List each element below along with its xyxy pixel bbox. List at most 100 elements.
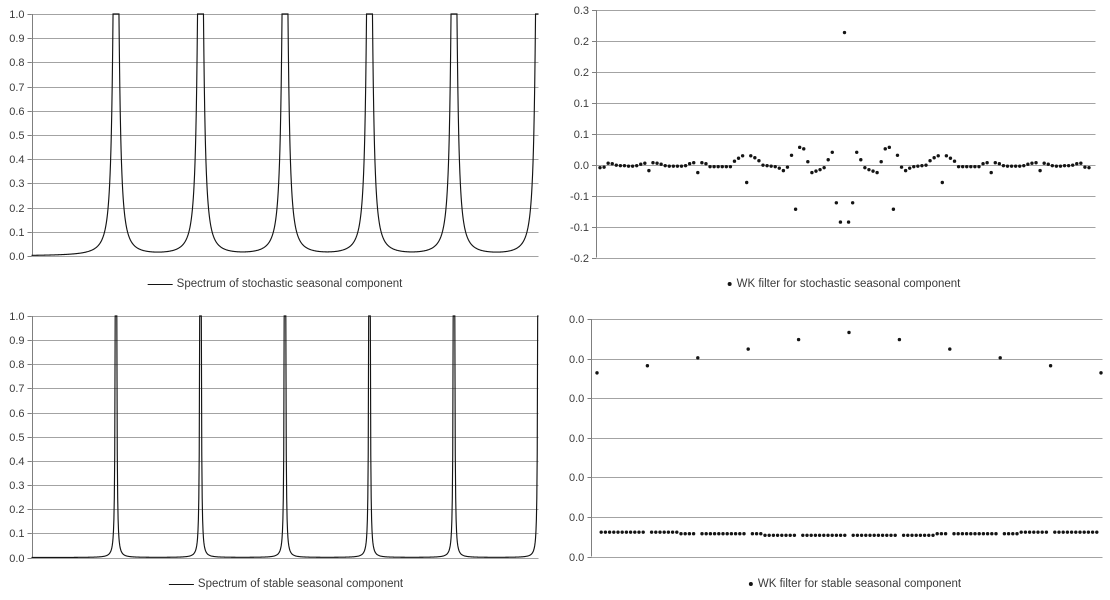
data-point: [1036, 530, 1040, 534]
data-point: [1048, 364, 1053, 368]
data-point: [628, 530, 633, 534]
data-point: [606, 161, 610, 165]
legend-label: WK filter for stochastic seasonal compon…: [736, 278, 961, 290]
data-point: [633, 530, 637, 534]
data-point: [1079, 161, 1083, 165]
data-point: [910, 533, 914, 538]
y-tick-label: 0.3: [9, 178, 24, 190]
y-tick-label: 0.0: [9, 553, 24, 565]
data-point: [740, 154, 745, 158]
data-point: [1011, 532, 1015, 536]
data-point: [1005, 164, 1010, 168]
data-point: [1066, 163, 1071, 168]
legend-line-icon: [147, 283, 173, 285]
y-tick-label: 0.8: [9, 359, 24, 371]
data-point: [720, 164, 724, 169]
data-point: [1022, 163, 1026, 168]
data-point: [899, 165, 904, 169]
data-point: [717, 532, 721, 536]
data-point: [785, 165, 790, 169]
data-point: [765, 163, 769, 168]
data-point: [733, 532, 738, 536]
data-point: [666, 530, 671, 534]
legend-spectrum-stable: Spectrum of stable seasonal component: [168, 577, 403, 591]
data-point: [994, 532, 998, 536]
data-point: [687, 532, 692, 536]
wk-stochastic-plot-area: 0.3 0.2 0.2 0.1 0.1 0.0 -0.1 -0.1 -0.2: [570, 5, 1096, 265]
data-point: [931, 533, 935, 538]
data-point: [932, 156, 936, 160]
y-tick-label: 0.3: [574, 5, 589, 17]
data-point: [977, 164, 981, 169]
data-point: [964, 532, 969, 536]
data-point: [997, 162, 1002, 166]
data-point: [885, 533, 889, 538]
data-point: [969, 164, 973, 169]
legend-line-icon: [168, 583, 194, 585]
data-point: [989, 170, 993, 175]
y-tick-label: 0.2: [574, 67, 589, 79]
data-point: [630, 164, 635, 168]
data-point: [708, 164, 712, 169]
data-point: [692, 161, 696, 165]
data-point: [1082, 530, 1086, 534]
data-point: [830, 150, 834, 155]
y-tick-label: 0.6: [9, 106, 24, 118]
data-point: [641, 530, 645, 534]
data-point: [889, 533, 893, 538]
y-tick-label: 0.8: [9, 57, 24, 69]
data-point: [757, 159, 761, 163]
data-point: [729, 532, 734, 536]
data-point: [675, 164, 680, 168]
chart-spectrum-stable: 1.0 0.9 0.8 0.7 0.6 0.5 0.4 0.3 0.2 0.1 0.0 Spectr…: [0, 300, 555, 600]
data-point: [842, 30, 847, 35]
data-point: [914, 533, 918, 538]
spectrum-curve: [31, 315, 539, 559]
data-point: [637, 530, 641, 534]
data-point: [810, 170, 814, 175]
data-point: [901, 533, 906, 538]
y-tick-label: 0.1: [574, 98, 589, 110]
data-point: [1002, 532, 1007, 536]
data-point: [927, 533, 931, 538]
data-point: [956, 532, 960, 536]
data-point: [916, 164, 920, 168]
data-point: [687, 162, 692, 166]
data-point: [716, 164, 720, 169]
data-point: [754, 532, 759, 536]
y-tick-label: 0.0: [569, 354, 584, 366]
data-point: [918, 533, 923, 538]
wk-stable-plot-area: 0.0 0.0 0.0 0.0 0.0 0.0 0.0: [569, 314, 1103, 564]
data-point: [846, 220, 851, 224]
data-point: [750, 532, 755, 536]
data-point: [614, 163, 618, 167]
data-point: [712, 532, 717, 536]
data-point: [670, 530, 675, 534]
data-point: [732, 159, 737, 163]
data-point: [742, 532, 746, 536]
data-point: [796, 337, 801, 342]
data-point: [893, 533, 897, 538]
data-point: [826, 533, 830, 538]
data-point: [993, 161, 997, 165]
data-point: [1065, 530, 1070, 534]
data-point: [773, 164, 777, 169]
data-point: [728, 164, 733, 169]
data-point: [1057, 530, 1061, 534]
data-point: [1042, 161, 1046, 165]
y-tick-label: 0.5: [9, 130, 24, 142]
chart-wk-stochastic: 0.3 0.2 0.2 0.1 0.1 0.0 -0.1 -0.1 -0.2 WK filter…: [555, 0, 1110, 300]
data-point: [616, 530, 620, 534]
data-point: [712, 164, 716, 169]
data-point: [891, 207, 896, 211]
data-point: [1046, 162, 1050, 166]
data-point: [1054, 164, 1059, 168]
y-tick-label: 0.0: [569, 512, 584, 524]
legend-marker-icon: [748, 582, 753, 586]
data-point: [797, 145, 802, 150]
data-point: [736, 156, 741, 160]
data-point: [948, 156, 953, 160]
y-tick-label: -0.1: [570, 191, 589, 203]
y-tick-label: 0.6: [9, 408, 24, 420]
